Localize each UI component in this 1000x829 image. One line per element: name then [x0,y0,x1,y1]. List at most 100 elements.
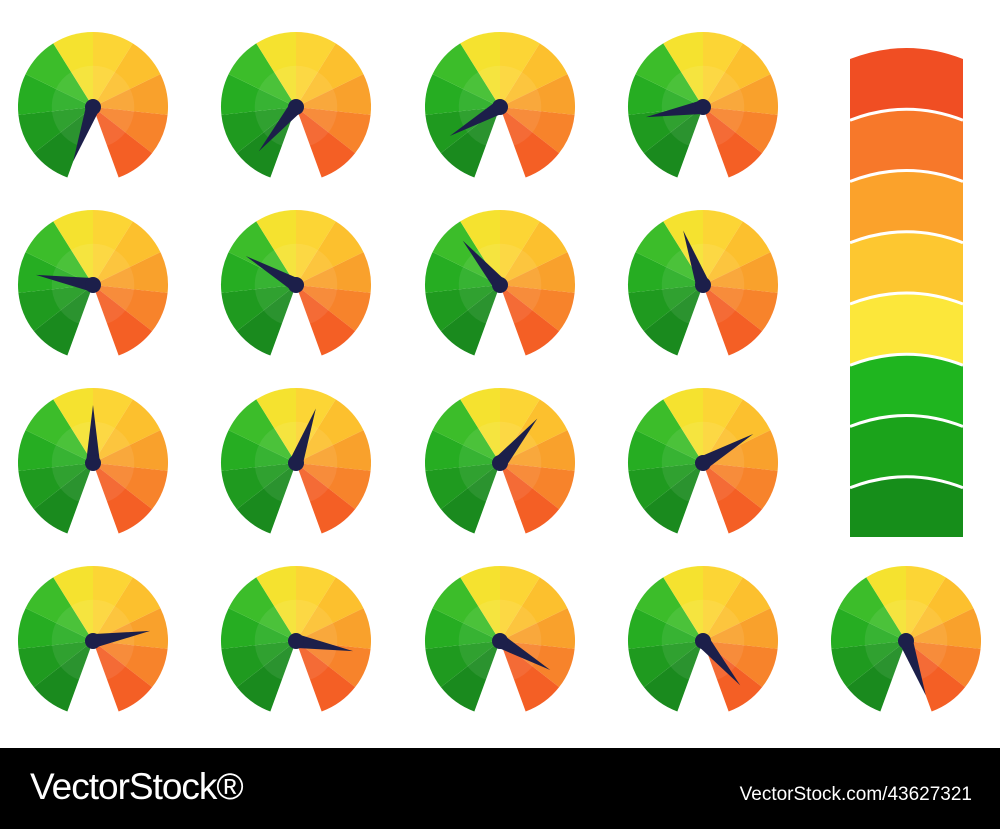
gauge-sector [18,285,93,332]
gauge-sector [703,285,763,356]
gauge-sector [18,430,93,471]
gauge-inner [296,107,338,133]
gauge-inner [864,641,906,667]
gauge-sector [500,430,576,471]
gauge-sector [425,641,500,688]
gauge-inner [478,421,500,463]
needle [683,230,710,288]
gauge-inner [296,107,329,146]
gauge-inner [93,250,131,285]
needle [645,100,705,118]
gauge-sector [703,107,763,178]
gauge-inner [93,428,131,463]
gauge-sector [228,399,296,463]
gauge-inner [93,444,135,468]
gauge-inner [258,428,296,463]
gauge-sector [221,463,296,510]
gauge-sector [703,463,778,510]
gauge-inner [93,285,126,324]
gauge-sector [25,577,93,641]
gauge-sector [256,566,296,641]
gauge-sector [460,566,500,641]
gauge-inner [55,428,93,463]
needle [697,636,741,686]
gauge-inner [254,641,296,667]
gauge-sector [228,43,296,107]
gauge-sector [500,210,540,285]
gauge-sector [18,608,93,649]
gauge-inner [703,463,745,489]
needle [496,634,551,670]
gauge-sector [236,641,296,712]
gauge-sector [18,107,93,154]
gauge-inner [51,88,93,112]
gauge-inner [906,641,948,667]
gauge-sector [93,430,168,471]
gauge-sector [93,43,161,107]
gauge-inner [478,599,500,641]
gauge-sector [460,388,500,463]
gauge-inner [500,65,522,107]
gauge-inner [458,463,500,489]
gauge-sector [228,577,296,641]
gauge-sector [628,463,703,510]
gauge-inner [274,65,296,107]
gauge-inner [681,421,703,463]
needle [73,104,100,162]
gauge-inner [296,599,318,641]
gauge-inner [51,107,93,133]
gauge-inner [467,463,500,502]
gauge-sector [500,107,560,178]
gauge-inner [665,72,703,107]
gauge-inner [274,599,296,641]
gauge-sector [500,285,575,332]
gauge-inner [93,599,115,641]
scale-divider [849,230,964,245]
watermark-bar: VectorStock® VectorStock.com/43627321 [0,748,1000,829]
needle-hub [492,633,508,649]
gauge-sector [93,74,168,115]
gauge-inner [51,285,93,311]
gauge-inner [462,72,500,107]
needle-hub [288,633,304,649]
gauge-inner [478,65,500,107]
gauge-sector [221,430,296,471]
gauge-inner [51,444,93,468]
gauge-sector [93,399,161,463]
gauge-sector [93,566,133,641]
scale-divider [849,169,964,183]
gauge-sector [432,577,500,641]
gauge-sector [440,285,500,356]
gauge-sector [53,388,93,463]
gauge-inner [55,250,93,285]
gauge-sector [703,107,778,154]
gauge-sector [500,285,560,356]
gauge-sector [703,608,778,649]
gauge-inner [670,107,703,146]
gauge-sector [53,32,93,107]
gauge-inner [458,444,500,468]
gauge-sector [628,74,703,115]
image-id: VectorStock.com/43627321 [739,784,972,805]
gauge-sector [432,43,500,107]
gauge-inner [864,622,906,646]
gauge-sector [296,641,356,712]
needle-hub [85,455,101,471]
scale-divider [849,475,964,490]
gauge-inner [93,88,135,112]
gauge-sector [831,641,906,688]
gauge-inner [296,463,329,502]
gauge-sector [643,641,703,712]
gauge-sector [296,43,364,107]
gauge-inner [254,444,296,468]
gauge-inner [296,88,338,112]
needle-hub [288,277,304,293]
gauge-sector [425,252,500,293]
gauge-inner [93,641,135,667]
gauge-sector [296,430,371,471]
gauge-sector [627,430,703,471]
gauge-sector [25,43,93,107]
needle-hub [288,99,304,115]
gauge-inner [60,285,93,324]
gauge-sector [296,285,371,332]
